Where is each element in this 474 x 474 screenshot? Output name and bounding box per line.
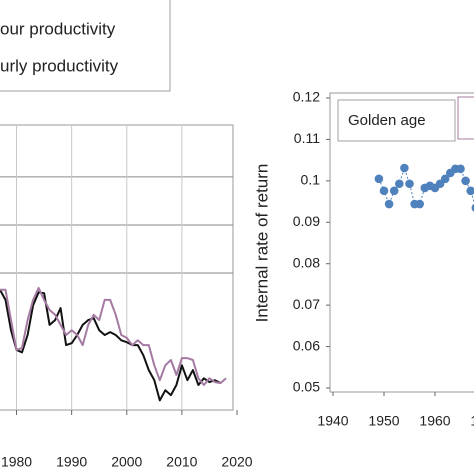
legend-label: Golden age bbox=[348, 112, 426, 129]
x-tick-label: 1970 bbox=[470, 413, 474, 429]
legend-label: urly productivity bbox=[0, 56, 119, 75]
y-tick-label: 0.06 bbox=[293, 337, 320, 353]
point bbox=[415, 199, 425, 209]
y-tick-label: 0.05 bbox=[293, 379, 320, 395]
line-series bbox=[0, 286, 227, 386]
x-tick-label: 1950 bbox=[368, 413, 399, 429]
point bbox=[471, 203, 474, 212]
plot-frame bbox=[329, 92, 474, 393]
point bbox=[440, 174, 450, 184]
x-tick-label: 2000 bbox=[111, 454, 142, 470]
legend-label: our productivity bbox=[0, 19, 116, 38]
y-tick-label: 0.08 bbox=[293, 254, 320, 270]
y-tick-label: 0.12 bbox=[293, 89, 320, 105]
line-series bbox=[0, 289, 221, 402]
x-tick-label: 1980 bbox=[1, 454, 32, 470]
point bbox=[456, 164, 465, 174]
point bbox=[389, 186, 399, 196]
y-tick-label: 0.1 bbox=[301, 172, 321, 188]
x-tick-label: 1960 bbox=[419, 413, 450, 429]
x-tick-label: 1990 bbox=[56, 454, 87, 470]
legend-box-secondary bbox=[457, 96, 474, 140]
y-tick-label: 0.07 bbox=[293, 296, 320, 312]
x-tick-label: 2010 bbox=[166, 454, 197, 470]
point bbox=[374, 174, 384, 184]
point bbox=[461, 176, 470, 186]
y-tick-label: 0.11 bbox=[294, 130, 320, 146]
x-tick-label: 1940 bbox=[317, 413, 348, 429]
point bbox=[395, 179, 404, 189]
y-tick-label: 0.09 bbox=[293, 213, 320, 229]
point bbox=[400, 163, 409, 173]
point bbox=[379, 186, 389, 196]
y-axis-title: Internal rate of return bbox=[252, 164, 271, 323]
point bbox=[405, 179, 414, 189]
legend-box bbox=[337, 99, 456, 142]
point bbox=[466, 186, 474, 196]
plot-frame bbox=[0, 124, 234, 411]
x-tick-label: 2020 bbox=[221, 454, 252, 470]
point bbox=[384, 199, 394, 209]
legend-box bbox=[0, 0, 171, 92]
